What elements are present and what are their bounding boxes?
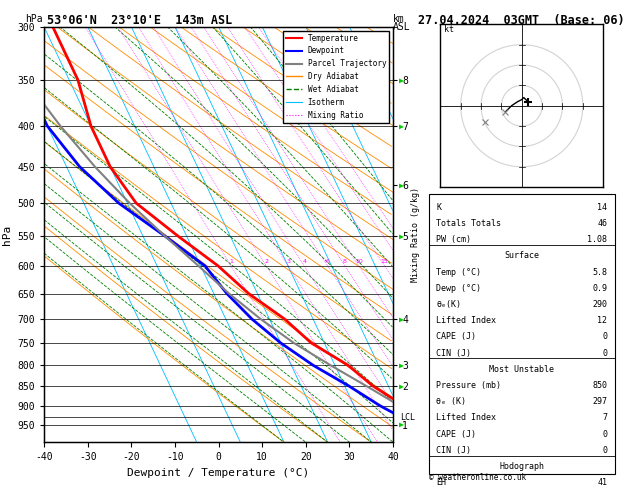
Text: ▶: ▶ [399,181,404,190]
Text: ASL: ASL [393,22,411,32]
Text: CAPE (J): CAPE (J) [437,430,476,439]
Legend: Temperature, Dewpoint, Parcel Trajectory, Dry Adiabat, Wet Adiabat, Isotherm, Mi: Temperature, Dewpoint, Parcel Trajectory… [283,31,389,122]
Text: 0: 0 [602,446,607,455]
Text: ▶: ▶ [399,361,404,370]
Text: hPa: hPa [25,14,43,24]
Text: CIN (J): CIN (J) [437,446,471,455]
Text: 1: 1 [229,259,233,264]
Text: Temp (°C): Temp (°C) [437,268,481,277]
Text: Pressure (mb): Pressure (mb) [437,381,501,390]
Text: 850: 850 [592,381,607,390]
Y-axis label: Mixing Ratio (g/kg): Mixing Ratio (g/kg) [411,187,420,282]
Text: EH: EH [437,478,447,486]
Text: CAPE (J): CAPE (J) [437,332,476,342]
Text: 41: 41 [597,478,607,486]
Text: 0.9: 0.9 [592,284,607,293]
Text: 0: 0 [602,348,607,358]
Text: 12: 12 [597,316,607,325]
Text: 0: 0 [602,332,607,342]
Text: 0: 0 [602,430,607,439]
Text: ▶: ▶ [399,122,404,131]
Text: PW (cm): PW (cm) [437,235,471,244]
Text: 10: 10 [355,259,363,264]
Text: Surface: Surface [504,251,539,260]
Text: LCL: LCL [400,413,415,422]
Text: 1.08: 1.08 [587,235,607,244]
Text: kt: kt [445,25,454,35]
Text: Hodograph: Hodograph [499,462,544,471]
Text: 6: 6 [326,259,330,264]
Text: K: K [437,203,442,212]
Text: 290: 290 [592,300,607,309]
Text: 8: 8 [343,259,347,264]
Text: ▶: ▶ [399,231,404,241]
Text: ▶: ▶ [399,75,404,85]
Text: 4: 4 [303,259,306,264]
Text: ▶: ▶ [399,314,404,324]
Text: Lifted Index: Lifted Index [437,316,496,325]
Text: km: km [393,14,405,24]
X-axis label: Dewpoint / Temperature (°C): Dewpoint / Temperature (°C) [128,468,309,478]
Text: θₑ(K): θₑ(K) [437,300,462,309]
Text: 46: 46 [597,219,607,228]
Text: 297: 297 [592,397,607,406]
Text: 27.04.2024  03GMT  (Base: 06): 27.04.2024 03GMT (Base: 06) [418,14,625,27]
Text: θₑ (K): θₑ (K) [437,397,466,406]
Text: 7: 7 [602,414,607,422]
Text: Totals Totals: Totals Totals [437,219,501,228]
Text: ▶: ▶ [399,420,404,429]
Text: 15: 15 [381,259,388,264]
Text: 53°06'N  23°10'E  143m ASL: 53°06'N 23°10'E 143m ASL [47,14,233,27]
Text: 3: 3 [286,259,290,264]
Text: Dewp (°C): Dewp (°C) [437,284,481,293]
Text: CIN (J): CIN (J) [437,348,471,358]
Text: ▶: ▶ [399,382,404,391]
Text: © weatheronline.co.uk: © weatheronline.co.uk [429,473,526,482]
Text: 2: 2 [264,259,269,264]
Text: Lifted Index: Lifted Index [437,414,496,422]
Text: 14: 14 [597,203,607,212]
Text: Most Unstable: Most Unstable [489,365,554,374]
Y-axis label: hPa: hPa [2,225,12,244]
Text: 5.8: 5.8 [592,268,607,277]
